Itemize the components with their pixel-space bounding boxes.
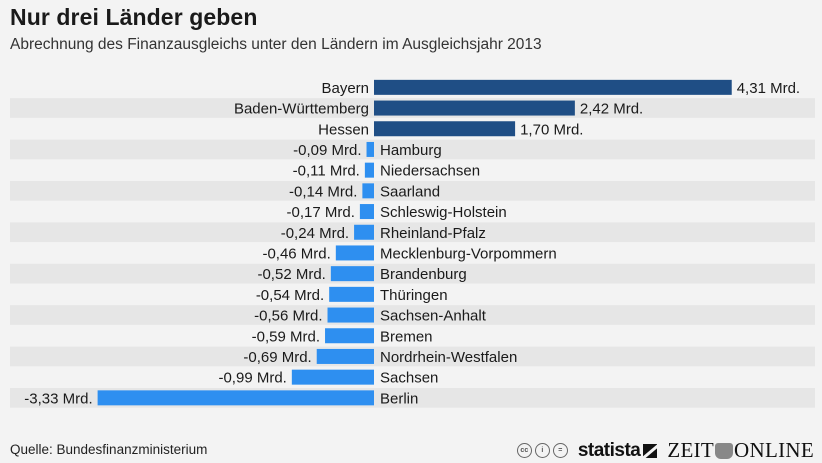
bar-bremen[interactable] xyxy=(325,328,374,344)
value-label: -3,33 Mrd. xyxy=(24,390,92,407)
bar-niedersachsen[interactable] xyxy=(364,162,374,178)
value-label: -0,24 Mrd. xyxy=(281,225,349,242)
bar-schleswig-holstein[interactable] xyxy=(359,204,374,220)
bar-berlin[interactable] xyxy=(97,390,375,406)
category-label: Mecklenburg-Vorpommern xyxy=(380,245,557,262)
category-label: Berlin xyxy=(380,390,418,407)
creative-commons-icons[interactable]: cc i = xyxy=(516,443,568,458)
value-label: 1,70 Mrd. xyxy=(520,121,583,138)
source-note: Quelle: Bundesfinanzministerium xyxy=(10,442,208,457)
category-label: Schleswig-Holstein xyxy=(380,204,507,221)
row-band xyxy=(10,346,815,367)
bar-nordrhein-westfalen[interactable] xyxy=(316,348,374,364)
bar-thüringen[interactable] xyxy=(329,286,374,302)
value-label: 4,31 Mrd. xyxy=(737,80,800,97)
bar-baden-württemberg[interactable] xyxy=(374,100,575,116)
category-label: Saarland xyxy=(380,183,440,200)
category-label: Hessen xyxy=(318,121,369,138)
category-label: Nordrhein-Westfalen xyxy=(380,349,517,366)
category-label: Bremen xyxy=(380,328,433,345)
row-band xyxy=(10,222,815,243)
value-label: 2,42 Mrd. xyxy=(580,101,643,118)
value-label: -0,99 Mrd. xyxy=(218,370,286,387)
value-label: -0,11 Mrd. xyxy=(293,163,360,180)
eagle-icon xyxy=(715,442,734,459)
bar-brandenburg[interactable] xyxy=(330,266,374,282)
statista-wordmark: statista xyxy=(577,439,641,461)
category-label: Sachsen-Anhalt xyxy=(380,308,487,325)
statista-mark-icon xyxy=(643,443,658,458)
category-label: Bayern xyxy=(321,80,369,97)
bar-hessen[interactable] xyxy=(374,121,516,137)
value-label: -0,46 Mrd. xyxy=(262,245,330,262)
bar-saarland[interactable] xyxy=(362,183,374,199)
footer-logos: cc i = statista ZEIT ONLINE xyxy=(516,438,814,463)
by-icon: i xyxy=(534,443,550,458)
value-label: -0,17 Mrd. xyxy=(287,204,355,221)
nd-icon: = xyxy=(552,443,568,458)
value-label: -0,54 Mrd. xyxy=(256,287,324,304)
chart-subtitle: Abrechnung des Finanzausgleichs unter de… xyxy=(10,36,542,53)
value-label: -0,56 Mrd. xyxy=(254,308,322,325)
bar-mecklenburg-vorpommern[interactable] xyxy=(335,245,374,261)
category-label: Sachsen xyxy=(380,370,438,387)
bar-rheinland-pfalz[interactable] xyxy=(354,224,374,240)
category-label: Hamburg xyxy=(380,142,442,159)
bar-sachsen[interactable] xyxy=(291,369,374,385)
row-band xyxy=(10,263,815,284)
value-label: -0,59 Mrd. xyxy=(252,328,320,345)
category-label: Niedersachsen xyxy=(380,163,480,180)
online-wordmark: ONLINE xyxy=(734,438,814,462)
chart-title: Nur drei Länder geben xyxy=(10,4,258,30)
bar-hamburg[interactable] xyxy=(366,141,374,157)
bar-chart: Bayern 4,31 Mrd. Baden-Württemberg 2,42 Mrd… xyxy=(10,79,815,408)
bar-bayern[interactable] xyxy=(374,79,732,95)
row-band xyxy=(10,139,815,160)
zeit-wordmark: ZEIT xyxy=(667,438,715,462)
statista-logo[interactable]: statista xyxy=(578,440,658,462)
row-band xyxy=(10,305,815,325)
category-label: Thüringen xyxy=(380,287,448,304)
category-label: Rheinland-Pfalz xyxy=(380,225,486,242)
value-label: -0,14 Mrd. xyxy=(289,183,357,200)
zeit-online-logo[interactable]: ZEIT ONLINE xyxy=(667,438,814,463)
row-band xyxy=(10,181,815,201)
value-label: -0,09 Mrd. xyxy=(293,142,361,159)
value-label: -0,52 Mrd. xyxy=(257,266,325,283)
cc-icon: cc xyxy=(516,443,532,458)
category-label: Brandenburg xyxy=(380,266,467,283)
bar-sachsen-anhalt[interactable] xyxy=(327,307,374,323)
category-label: Baden-Württemberg xyxy=(234,101,369,118)
value-label: -0,69 Mrd. xyxy=(243,349,311,366)
